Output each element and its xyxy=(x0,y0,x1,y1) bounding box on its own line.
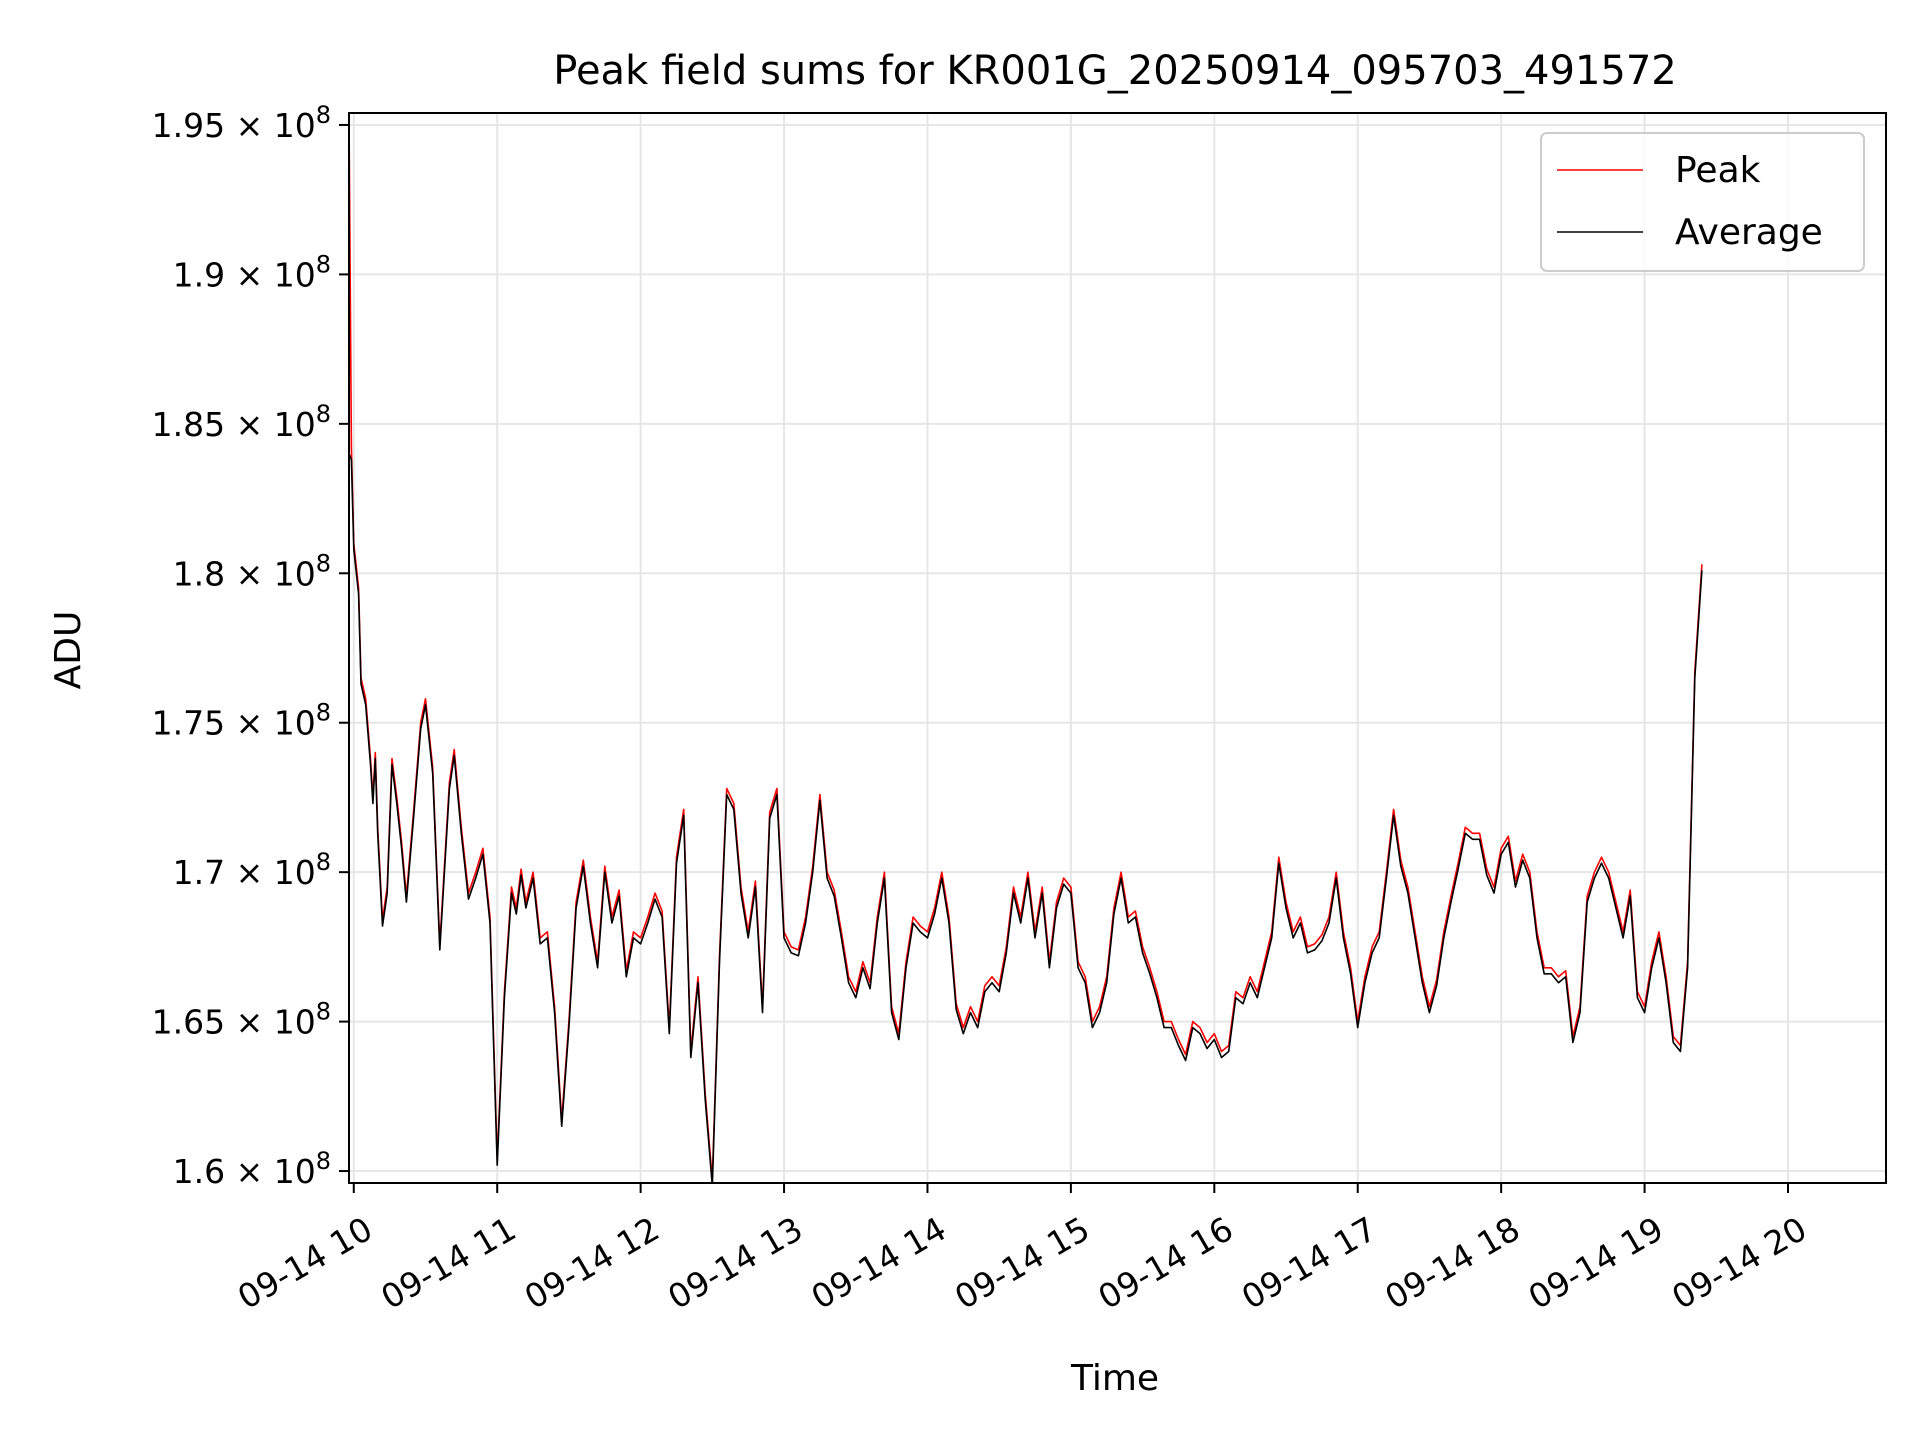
plot-series xyxy=(349,113,1703,1183)
legend-box xyxy=(1540,132,1865,272)
y-tick-label: 1.6 × 108 xyxy=(173,1147,331,1191)
chart-title: Peak field sums for KR001G_20250914_0957… xyxy=(553,48,1677,94)
y-tick-label: 1.95 × 108 xyxy=(152,101,331,145)
series-line-peak xyxy=(349,113,1703,1181)
x-axis-label: Time xyxy=(1070,1358,1159,1399)
series-line-average xyxy=(349,452,1703,1183)
y-tick-label: 1.75 × 108 xyxy=(152,699,331,743)
y-axis-label: ADU xyxy=(48,611,89,690)
y-tick-label: 1.8 × 108 xyxy=(173,549,331,593)
plot-frame xyxy=(348,112,1887,1184)
legend-label-peak: Peak xyxy=(1675,150,1761,191)
y-tick-label: 1.7 × 108 xyxy=(173,848,331,892)
legend-label-average: Average xyxy=(1675,212,1823,253)
legend: Peak Average xyxy=(1540,132,1865,272)
y-axis-ticks: 1.6 × 108 1.65 × 108 1.7 × 108 1.75 × 108 1.… xyxy=(152,101,349,1191)
y-tick-label: 1.9 × 108 xyxy=(173,250,331,294)
y-tick-label: 1.85 × 108 xyxy=(152,400,331,444)
y-tick-label: 1.65 × 108 xyxy=(152,998,331,1042)
